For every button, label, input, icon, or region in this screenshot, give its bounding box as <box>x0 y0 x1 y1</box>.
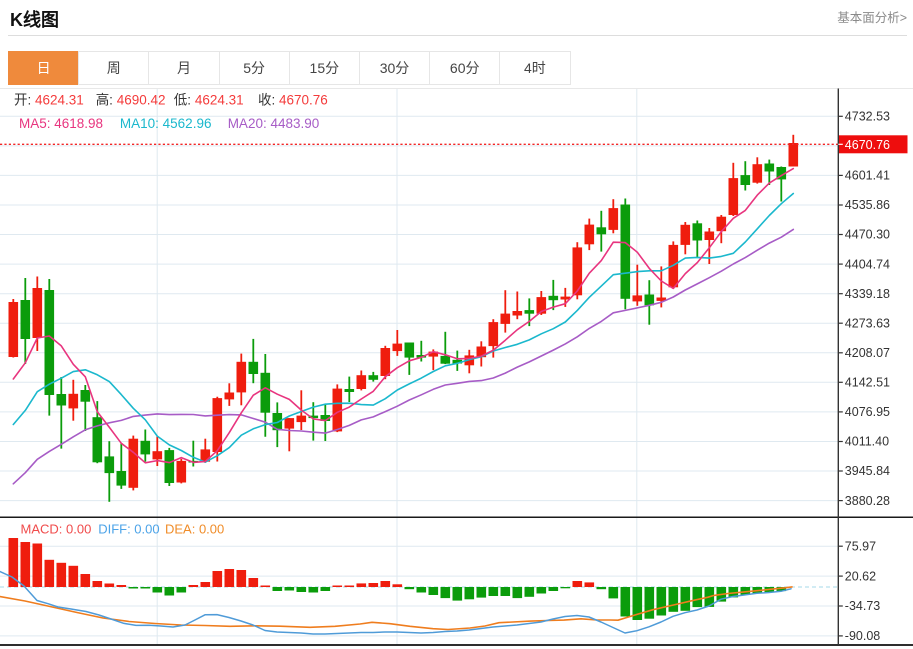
svg-text:4670.76: 4670.76 <box>845 138 890 152</box>
svg-text:开: 4624.31高: 4690.42低: 4624.31: 开: 4624.31 高: 4690.42 低: 4624.31 收: 4670.76 <box>14 92 328 108</box>
svg-text:4404.74: 4404.74 <box>845 257 890 271</box>
svg-text:4076.95: 4076.95 <box>845 405 890 419</box>
svg-text:4142.51: 4142.51 <box>845 376 890 390</box>
svg-text:4601.41: 4601.41 <box>845 169 890 183</box>
svg-text:3945.84: 3945.84 <box>845 464 890 478</box>
svg-text:4732.53: 4732.53 <box>845 110 890 124</box>
svg-text:4470.30: 4470.30 <box>845 228 890 242</box>
svg-text:-90.08: -90.08 <box>845 629 880 643</box>
svg-text:-34.73: -34.73 <box>845 599 880 613</box>
svg-text:4535.86: 4535.86 <box>845 198 890 212</box>
svg-text:20.62: 20.62 <box>845 569 876 583</box>
svg-text:4339.18: 4339.18 <box>845 287 890 301</box>
svg-text:3880.28: 3880.28 <box>845 494 890 508</box>
svg-text:4208.07: 4208.07 <box>845 346 890 360</box>
svg-text:75.97: 75.97 <box>845 539 876 553</box>
svg-text:4273.63: 4273.63 <box>845 316 890 330</box>
svg-text:4011.40: 4011.40 <box>845 435 889 449</box>
